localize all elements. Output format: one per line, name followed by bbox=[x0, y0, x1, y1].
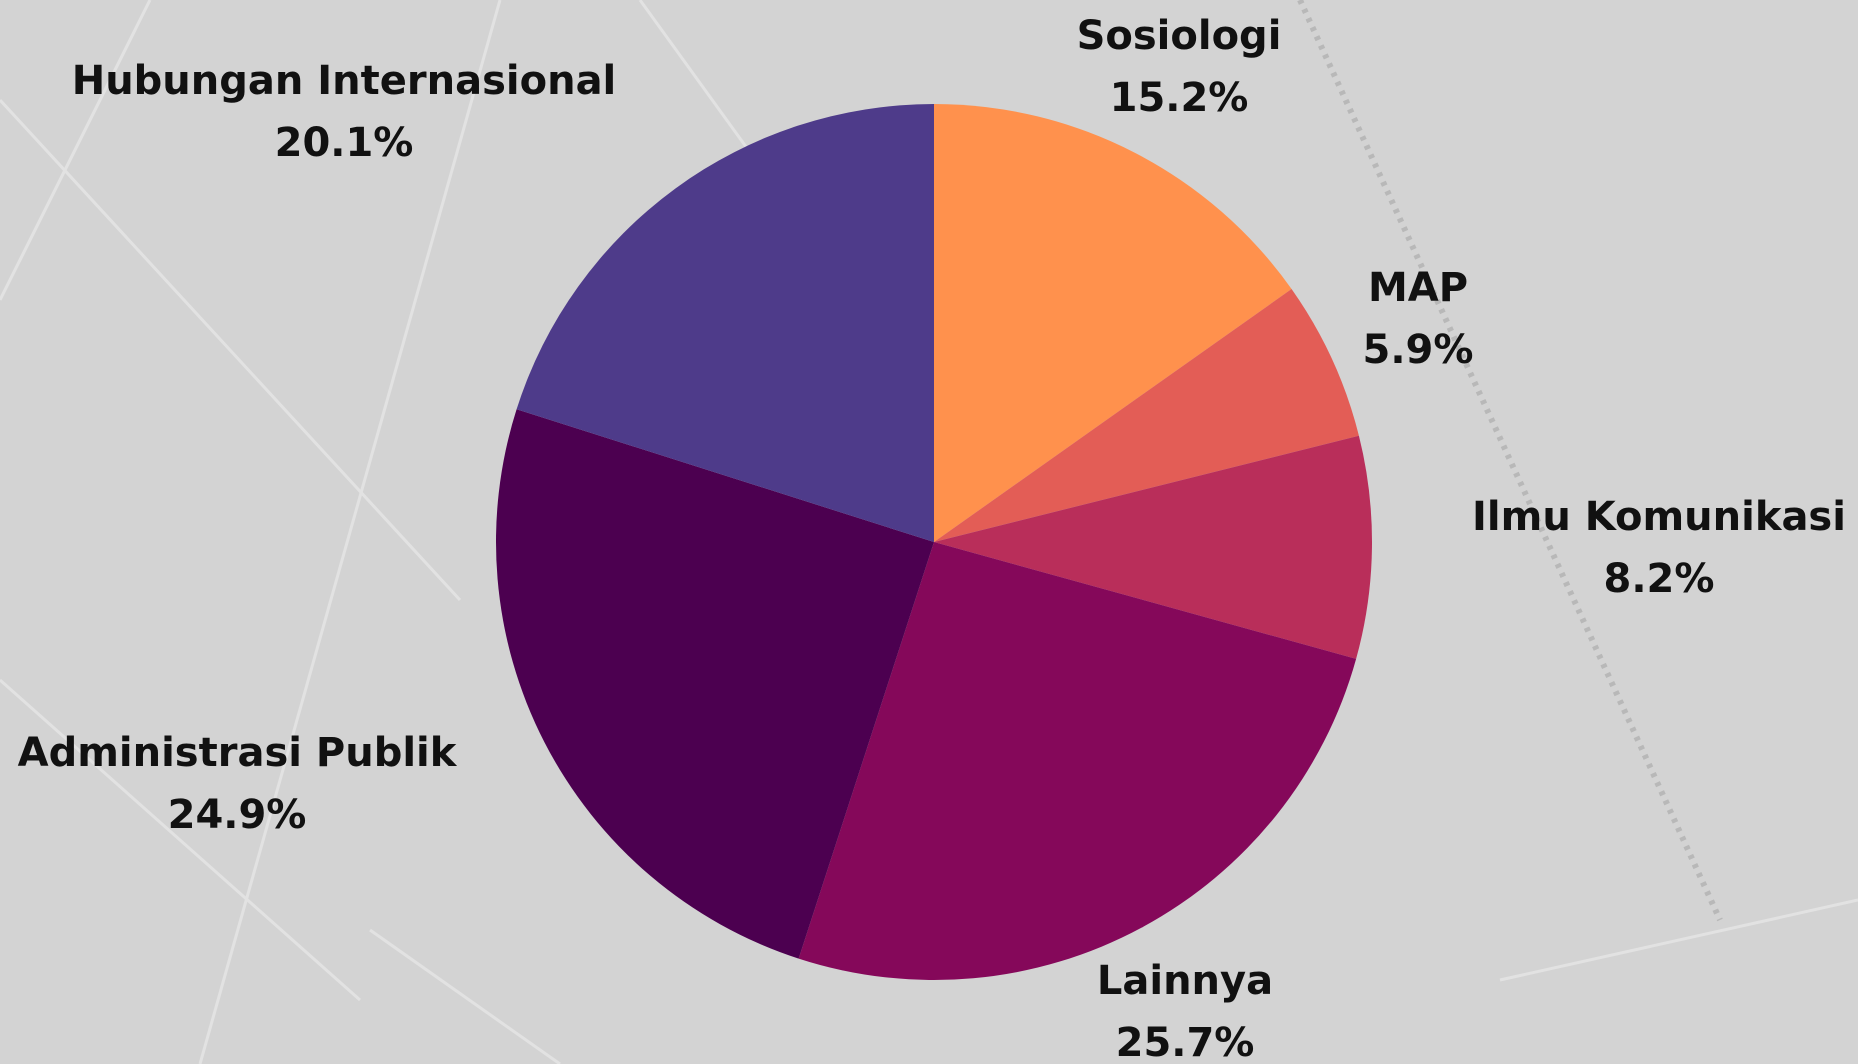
pie-slice bbox=[934, 289, 1359, 542]
pie-slice bbox=[798, 542, 1357, 981]
slice-label: Lainnya bbox=[1097, 958, 1273, 1004]
slice-label: MAP bbox=[1368, 265, 1468, 311]
slice-value-label: 25.7% bbox=[1116, 1020, 1255, 1064]
slice-value-label: 24.9% bbox=[168, 792, 307, 838]
slice-value-label: 20.1% bbox=[275, 120, 414, 166]
slice-value-label: 15.2% bbox=[1110, 75, 1249, 121]
slice-value-label: 8.2% bbox=[1604, 556, 1715, 602]
pie-slice bbox=[934, 435, 1372, 659]
slice-label: Administrasi Publik bbox=[18, 730, 458, 776]
slice-label: Sosiologi bbox=[1077, 13, 1282, 59]
pie-slice bbox=[516, 104, 934, 542]
slice-label: Hubungan Internasional bbox=[72, 58, 617, 104]
pie-slice bbox=[934, 104, 1292, 542]
slice-label: Ilmu Komunikasi bbox=[1472, 494, 1846, 540]
slice-value-label: 5.9% bbox=[1363, 327, 1474, 373]
pie-slice bbox=[495, 409, 934, 959]
